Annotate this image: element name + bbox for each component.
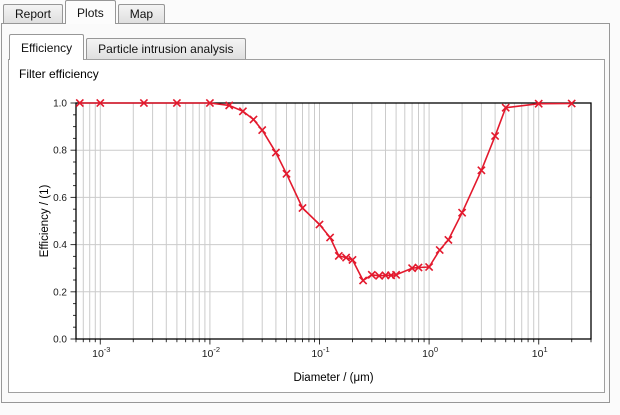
filter-efficiency-chart: 0.0 0.2 0.4 0.6 0.8 1.0 10-3 10-2 10-1 100 101 Diam…: [39, 99, 592, 384]
tab-plots[interactable]: Plots: [65, 0, 116, 24]
svg-text:10-3: 10-3: [92, 345, 110, 360]
svg-text:0.0: 0.0: [53, 335, 67, 346]
svg-text:Diameter / (μm): Diameter / (μm): [293, 372, 373, 384]
main-tab-bar: Report Plots Map: [3, 0, 167, 24]
chart-title: Filter efficiency: [19, 67, 99, 81]
svg-text:100: 100: [422, 345, 438, 360]
tab-report[interactable]: Report: [3, 4, 64, 23]
tab-particle-intrusion-analysis[interactable]: Particle intrusion analysis: [86, 38, 246, 59]
svg-text:10-1: 10-1: [311, 345, 329, 360]
svg-text:Efficiency / (1): Efficiency / (1): [39, 185, 51, 258]
svg-text:0.4: 0.4: [53, 240, 67, 251]
svg-text:1.0: 1.0: [53, 99, 67, 110]
svg-text:101: 101: [532, 345, 548, 360]
tab-efficiency[interactable]: Efficiency: [9, 34, 85, 60]
svg-text:0.8: 0.8: [53, 146, 67, 157]
tab-map[interactable]: Map: [117, 4, 166, 23]
svg-text:10-2: 10-2: [202, 345, 220, 360]
plots-sub-tab-bar: Efficiency Particle intrusion analysis: [9, 34, 248, 60]
efficiency-tab-pane: Filter efficiency 0.0 0.2 0.4 0.6 0.8 1.0 10-3…: [8, 59, 605, 393]
svg-text:0.6: 0.6: [53, 193, 67, 204]
svg-text:0.2: 0.2: [53, 287, 67, 298]
